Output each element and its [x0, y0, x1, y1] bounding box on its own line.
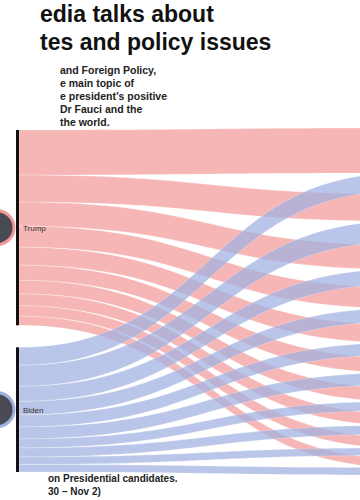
- node-icon: [0, 393, 14, 427]
- links: [19, 128, 360, 475]
- subtitle: e main topic of: [60, 77, 135, 89]
- note: on Presidential candidates.: [48, 473, 178, 484]
- link: [19, 173, 360, 365]
- title: edia talks about: [40, 1, 214, 27]
- subtitle: Dr Fauci and the: [60, 103, 142, 115]
- node-label: Biden: [23, 406, 43, 415]
- link: [19, 448, 360, 465]
- nodes: Trump Biden: [0, 130, 46, 472]
- link: [19, 128, 360, 175]
- node-label: Trump: [23, 224, 46, 233]
- subtitle: the world.: [60, 116, 110, 128]
- title: tes and policy issues: [40, 29, 271, 55]
- chart: edia talks abouttes and policy issues and…: [0, 0, 360, 500]
- node-bar: [16, 347, 19, 472]
- node-bar: [16, 130, 19, 325]
- subtitle: e president’s positive: [60, 90, 167, 102]
- note: 30 – Nov 2): [48, 486, 101, 497]
- node-icon: [0, 211, 14, 245]
- link: [19, 464, 360, 475]
- subtitle: and Foreign Policy,: [60, 64, 156, 76]
